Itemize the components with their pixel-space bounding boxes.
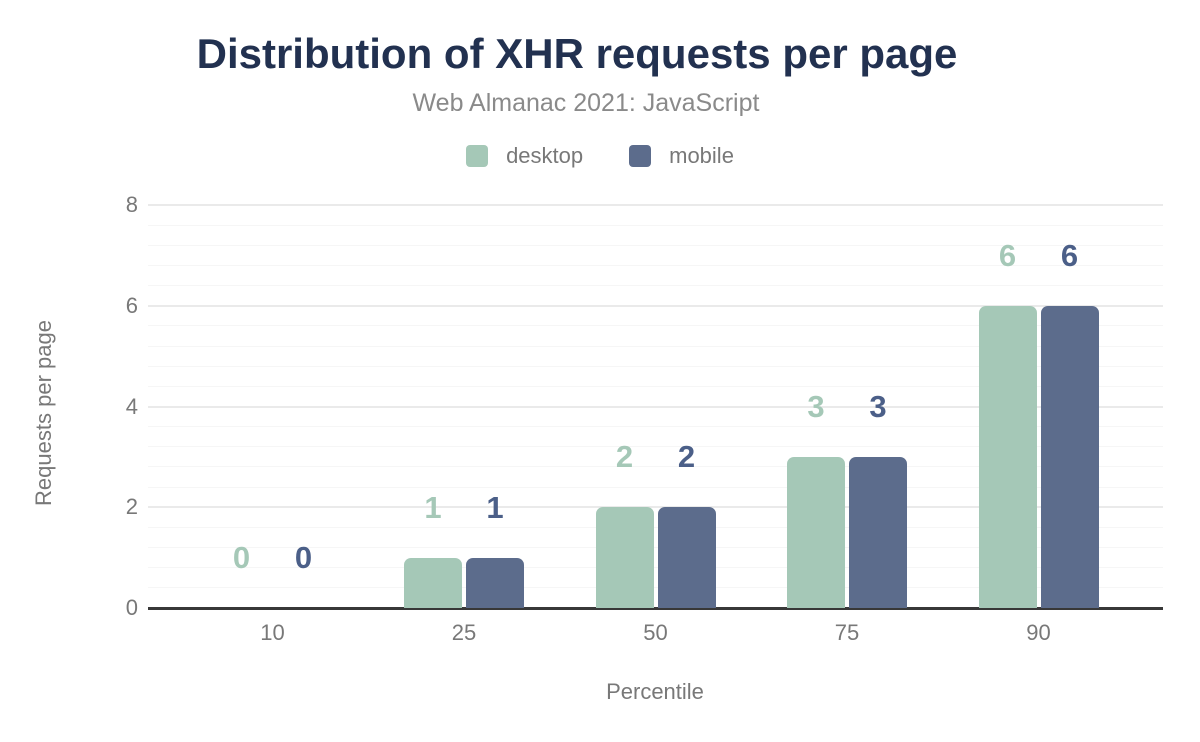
bar-value-label-desktop-p50: 2 xyxy=(615,439,634,475)
legend-swatch-desktop xyxy=(466,145,489,167)
bar-mobile-p75 xyxy=(849,456,907,608)
x-axis-baseline xyxy=(148,606,1163,610)
gridline-major xyxy=(148,405,1163,408)
gridline-major xyxy=(148,204,1163,206)
bar-mobile-p90 xyxy=(1040,305,1099,608)
x-axis-title: Percentile xyxy=(606,679,704,704)
x-tick-label-90: 90 xyxy=(1026,620,1051,645)
bar-value-label-mobile-p25: 1 xyxy=(486,489,504,525)
gridline-minor xyxy=(148,526,1163,528)
bar-value-label-desktop-p25: 1 xyxy=(424,489,442,525)
gridline-minor xyxy=(148,446,1163,448)
y-axis-title: Requests per page xyxy=(31,320,56,506)
legend-item-desktop: desktop xyxy=(466,143,583,169)
bar-mobile-p50 xyxy=(657,507,716,608)
legend-swatch-mobile xyxy=(629,145,652,167)
gridline-minor xyxy=(148,466,1163,468)
gridline-minor xyxy=(148,264,1163,266)
gridline-minor xyxy=(148,244,1163,246)
gridline-minor xyxy=(148,486,1163,488)
legend-item-mobile: mobile xyxy=(629,143,734,169)
y-tick-label-0: 0 xyxy=(125,595,138,620)
gridline-major xyxy=(148,304,1163,307)
legend-label-mobile: mobile xyxy=(669,143,734,168)
y-tick-label-2: 2 xyxy=(125,494,138,520)
bar-value-label-desktop-p10: 0 xyxy=(232,540,251,576)
chart-title: Distribution of XHR requests per page xyxy=(196,30,958,77)
bar-desktop-p75 xyxy=(787,456,845,608)
bar-value-label-desktop-p90: 6 xyxy=(998,237,1017,273)
chart-subtitle: Web Almanac 2021: JavaScript xyxy=(412,89,760,117)
bar-value-label-mobile-p10: 0 xyxy=(294,540,313,576)
bar-value-label-desktop-p75: 3 xyxy=(807,389,825,424)
gridline-minor xyxy=(148,325,1163,327)
bar-value-label-mobile-p50: 2 xyxy=(677,439,696,475)
legend-label-desktop: desktop xyxy=(506,143,584,168)
gridline-minor xyxy=(148,385,1163,387)
bar-value-label-mobile-p75: 3 xyxy=(869,389,887,424)
gridline-minor xyxy=(148,285,1163,287)
y-tick-label-4: 4 xyxy=(125,393,138,419)
x-tick-label-25: 25 xyxy=(451,620,477,645)
gridline-minor xyxy=(148,345,1163,347)
bar-desktop-p25 xyxy=(404,557,462,608)
bar-value-label-mobile-p90: 6 xyxy=(1060,237,1079,273)
gridline-minor xyxy=(148,426,1163,428)
bar-desktop-p50 xyxy=(595,507,654,608)
gridline-minor xyxy=(148,547,1163,549)
x-tick-label-75: 75 xyxy=(834,620,860,645)
y-tick-label-8: 8 xyxy=(125,192,138,217)
gridline-minor xyxy=(148,365,1163,367)
gridline-major xyxy=(148,506,1163,509)
gridline-minor xyxy=(148,224,1163,226)
gridline-minor xyxy=(148,587,1163,589)
bar-mobile-p25 xyxy=(466,557,524,608)
x-tick-label-10: 10 xyxy=(260,620,285,645)
bar-desktop-p90 xyxy=(978,305,1037,608)
x-tick-label-50: 50 xyxy=(643,620,668,645)
y-tick-label-6: 6 xyxy=(125,292,138,318)
gridline-minor xyxy=(148,567,1163,569)
legend: desktop mobile xyxy=(0,143,1200,169)
